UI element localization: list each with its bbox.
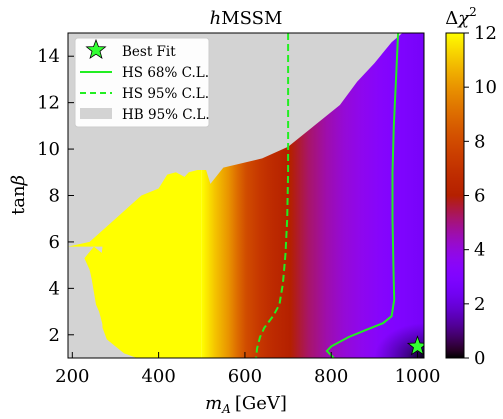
legend-entry-hb-95: HB 95% C.L. — [80, 107, 210, 123]
y-tick-label: 8 — [49, 186, 60, 207]
colorbar-tick-label: 10 — [474, 77, 497, 98]
legend-label: HB 95% C.L. — [122, 107, 210, 123]
colorbar-tick-label: 0 — [474, 348, 485, 369]
allowed-island — [84, 246, 105, 328]
y-tick-label: 10 — [37, 139, 60, 160]
legend-label: HS 95% C.L. — [122, 86, 209, 102]
colorbar-tick-label: 12 — [474, 23, 497, 44]
y-tick-label: 6 — [49, 232, 60, 253]
colorbar-gradient-bar — [445, 32, 465, 359]
legend-label: Best Fit — [122, 44, 176, 60]
x-tick-label: 1000 — [395, 366, 441, 387]
y-axis-label: tanβ — [8, 175, 29, 215]
x-tick-label: 600 — [228, 366, 262, 387]
colorbar-ticks: 0 2 4 6 8 10 12 — [464, 23, 497, 369]
y-tick-label: 14 — [37, 46, 60, 67]
y-tick-label: 2 — [49, 325, 60, 346]
patch-swatch — [80, 108, 112, 119]
y-tick-label: 4 — [49, 278, 60, 299]
y-tick-label: 12 — [37, 93, 60, 114]
x-axis-ticks: 200 400 600 800 1000 — [55, 352, 440, 387]
hb-excluded-low-mass — [68, 246, 137, 358]
legend-entry-hs-95: HS 95% C.L. — [80, 86, 209, 102]
colorbar-tick-label: 2 — [474, 294, 485, 315]
x-tick-label: 200 — [55, 366, 89, 387]
best-fit-star — [406, 335, 424, 356]
legend: Best Fit HS 68% C.L. HS 95% C.L. HB 95% … — [74, 37, 210, 128]
best-fit-marker-layer — [406, 335, 424, 356]
y-axis-ticks: 2 4 6 8 10 12 14 — [37, 46, 74, 346]
x-tick-label: 800 — [314, 366, 348, 387]
colorbar-tick-label: 8 — [474, 131, 485, 152]
star-icon — [85, 38, 107, 60]
colorbar-label: Δχ2 — [445, 5, 477, 29]
chart-title: hMSSM — [210, 8, 283, 29]
colorbar-tick-label: 4 — [474, 240, 485, 261]
contour-hs-68 — [325, 33, 400, 358]
legend-label: HS 68% C.L. — [122, 65, 209, 81]
x-tick-label: 400 — [141, 366, 175, 387]
colorbar: 0 2 4 6 8 10 12 Δχ2 — [445, 5, 497, 369]
legend-box — [74, 37, 210, 128]
contour-hs-95 — [255, 33, 290, 358]
x-axis-label: mA [GeV] — [205, 393, 287, 416]
colorbar-tick-label: 6 — [474, 186, 485, 207]
legend-entry-hs-68: HS 68% C.L. — [80, 65, 209, 81]
hs-contours — [255, 33, 400, 358]
legend-entry-best-fit: Best Fit — [85, 38, 176, 60]
